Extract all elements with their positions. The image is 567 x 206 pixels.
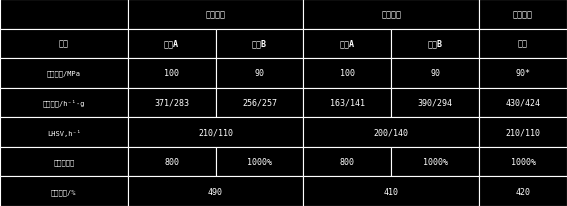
Bar (128, 118, 303, 147)
Text: 90: 90 (430, 69, 440, 78)
Text: 反应压力/MPa: 反应压力/MPa (47, 70, 81, 77)
Text: 210/110: 210/110 (506, 128, 540, 137)
Bar (0, 88, 128, 118)
Bar (0, 147, 128, 177)
Bar (0, 29, 128, 59)
Text: 800: 800 (164, 157, 179, 166)
Bar (479, 29, 567, 59)
Bar (303, 177, 479, 206)
Text: 体积空速/h⁻¹·g: 体积空速/h⁻¹·g (43, 99, 85, 107)
Bar (128, 29, 215, 59)
Bar (215, 147, 303, 177)
Text: 430/424: 430/424 (506, 98, 540, 108)
Bar (215, 29, 303, 59)
Bar (0, 177, 128, 206)
Bar (303, 29, 391, 59)
Text: 比较处理: 比较处理 (513, 10, 533, 19)
Text: 体积流量/%: 体积流量/% (51, 188, 77, 195)
Text: 490: 490 (208, 187, 223, 196)
Bar (303, 118, 479, 147)
Bar (303, 147, 391, 177)
Bar (479, 118, 567, 147)
Bar (391, 88, 479, 118)
Bar (0, 0, 128, 29)
Bar (391, 147, 479, 177)
Text: 200/140: 200/140 (374, 128, 409, 137)
Bar (128, 177, 303, 206)
Text: 90*: 90* (515, 69, 531, 78)
Text: 比较处理: 比较处理 (381, 10, 401, 19)
Text: 1000%: 1000% (422, 157, 448, 166)
Bar (303, 59, 391, 88)
Text: 256/257: 256/257 (242, 98, 277, 108)
Text: 90: 90 (255, 69, 264, 78)
Bar (128, 0, 303, 29)
Text: 类别: 类别 (59, 40, 69, 49)
Bar (128, 59, 215, 88)
Bar (128, 88, 215, 118)
Bar (479, 177, 567, 206)
Bar (303, 88, 391, 118)
Text: 精制B: 精制B (252, 40, 267, 49)
Bar (128, 147, 215, 177)
Text: 氢油体积比: 氢油体积比 (53, 159, 74, 165)
Bar (479, 59, 567, 88)
Text: 1000%: 1000% (247, 157, 272, 166)
Bar (479, 0, 567, 29)
Text: 410: 410 (384, 187, 399, 196)
Bar (479, 88, 567, 118)
Text: 371/283: 371/283 (154, 98, 189, 108)
Text: 390/294: 390/294 (418, 98, 452, 108)
Text: 精制B: 精制B (428, 40, 443, 49)
Text: 800: 800 (340, 157, 355, 166)
Text: 100: 100 (164, 69, 179, 78)
Bar (391, 29, 479, 59)
Text: LHSV,h⁻¹: LHSV,h⁻¹ (47, 129, 81, 136)
Text: 转化: 转化 (518, 40, 528, 49)
Text: 163/141: 163/141 (330, 98, 365, 108)
Bar (303, 0, 479, 29)
Text: 420: 420 (515, 187, 531, 196)
Bar (479, 147, 567, 177)
Bar (215, 88, 303, 118)
Bar (0, 118, 128, 147)
Bar (0, 59, 128, 88)
Bar (215, 59, 303, 88)
Text: 100: 100 (340, 69, 355, 78)
Text: 精制A: 精制A (340, 40, 355, 49)
Text: 210/110: 210/110 (198, 128, 233, 137)
Bar (391, 59, 479, 88)
Text: 1000%: 1000% (510, 157, 536, 166)
Text: 加氢处理: 加氢处理 (205, 10, 226, 19)
Text: 精制A: 精制A (164, 40, 179, 49)
